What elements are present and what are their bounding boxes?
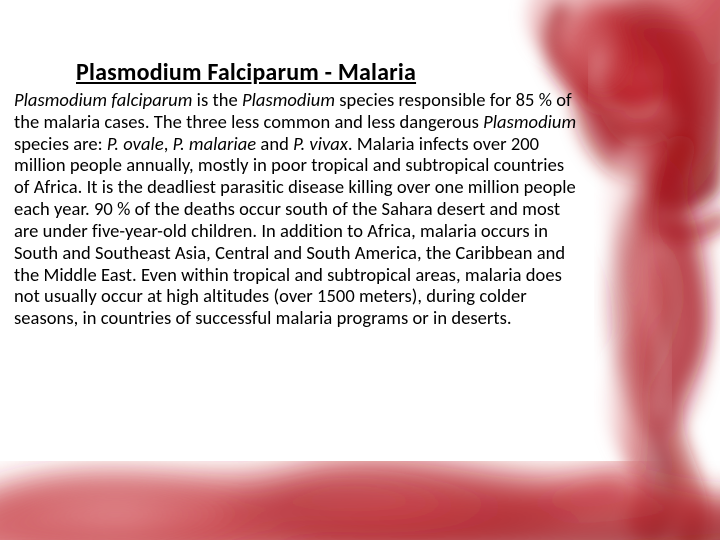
page-title: Plasmodium Falciparum - Malaria <box>76 58 580 87</box>
slide-content: Plasmodium Falciparum - Malaria Plasmodi… <box>0 0 600 349</box>
body-paragraph: Plasmodium falciparum is the Plasmodium … <box>14 89 580 329</box>
